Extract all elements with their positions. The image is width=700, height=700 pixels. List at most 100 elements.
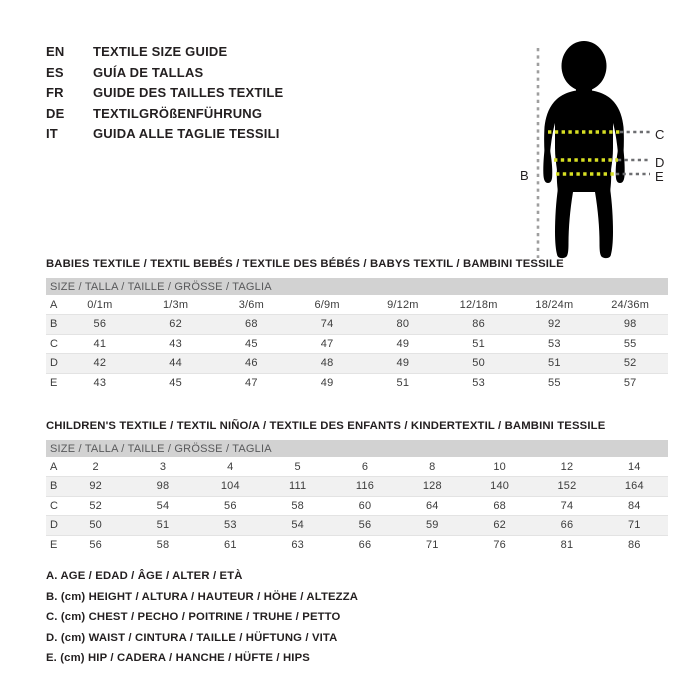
size-value-cell: 98 — [129, 476, 197, 497]
size-value-cell: 92 — [516, 314, 593, 335]
size-value-cell: 48 — [289, 353, 365, 374]
language-title: GUIDE DES TAILLES TEXTILE — [93, 85, 284, 100]
language-title-block: EN TEXTILE SIZE GUIDE ES GUÍA DE TALLAS FR GU… — [46, 44, 376, 147]
table-row: D 50 51 53 54 56 59 62 66 71 — [46, 515, 668, 536]
row-key-cell: A — [50, 460, 58, 473]
size-value-cell: 50 — [62, 515, 130, 536]
size-value-cell: 49 — [365, 353, 441, 374]
language-code: EN — [46, 44, 65, 59]
babies-header-label: SIZE / TALLA / TAILLE / GRÖSSE / TAGLIA — [46, 278, 669, 295]
size-value-cell: 3 — [159, 460, 167, 473]
language-row: DE TEXTILGRÖßENFÜHRUNG — [46, 106, 376, 127]
size-value-cell: 45 — [169, 377, 182, 389]
table-row: A 2 3 4 5 6 8 10 12 14 — [46, 457, 668, 477]
size-value-cell: 0/1m — [87, 298, 113, 311]
measure-label-b: B — [520, 168, 529, 183]
row-key-cell: C — [50, 337, 59, 350]
row-key-cell: C — [50, 499, 59, 512]
size-value-cell: 56 — [224, 499, 237, 512]
size-value-cell: 140 — [465, 476, 534, 497]
size-value-cell: 59 — [398, 515, 466, 536]
size-value-cell: 43 — [169, 337, 182, 350]
size-value-cell: 60 — [358, 499, 372, 512]
size-value-cell: 52 — [89, 499, 102, 512]
size-value-cell: 128 — [398, 476, 466, 497]
size-value-cell: 63 — [291, 539, 304, 551]
size-value-cell: 10 — [493, 460, 506, 473]
size-value-cell: 51 — [472, 337, 485, 350]
size-value-cell: 51 — [129, 515, 197, 536]
size-value-cell: 81 — [560, 539, 574, 551]
language-row: FR GUIDE DES TAILLES TEXTILE — [46, 85, 376, 106]
row-key-cell: B — [46, 314, 62, 335]
measure-label-e: E — [655, 169, 664, 184]
size-value-cell: 1/3m — [162, 298, 189, 311]
table-row: B 92 98 104 111 116 128 140 152 164 — [46, 476, 668, 497]
language-title: TEXTILE SIZE GUIDE — [93, 44, 228, 59]
size-value-cell: 86 — [440, 314, 517, 335]
size-value-cell: 2 — [92, 460, 99, 473]
table-row: E 43 45 47 49 51 53 55 57 — [46, 373, 668, 393]
table-row: E 56 58 61 63 66 71 76 81 86 — [46, 535, 668, 555]
size-value-cell: 56 — [89, 539, 102, 551]
row-key-cell: D — [46, 515, 62, 536]
legend-row: B. (cm) HEIGHT / ALTURA / HAUTEUR / HÖHE… — [46, 590, 359, 603]
size-value-cell: 53 — [548, 337, 561, 350]
size-value-cell: 51 — [516, 353, 593, 374]
size-value-cell: 12/18m — [459, 298, 498, 311]
size-value-cell: 66 — [533, 515, 601, 536]
language-title: GUIDA ALLE TAGLIE TESSILI — [93, 126, 280, 141]
size-value-cell: 55 — [623, 337, 637, 350]
size-value-cell: 64 — [425, 499, 439, 512]
measure-label-c: C — [655, 127, 665, 142]
table-row: D 42 44 46 48 49 50 51 52 — [46, 353, 669, 374]
size-value-cell: 47 — [320, 337, 334, 350]
row-key-cell: E — [50, 539, 58, 551]
children-textile-section: CHILDREN'S TEXTILE / TEXTIL NIÑO/A / TEX… — [46, 420, 668, 555]
size-value-cell: 80 — [365, 314, 441, 335]
child-silhouette-shape — [543, 41, 625, 259]
language-row: ES GUÍA DE TALLAS — [46, 65, 376, 86]
size-value-cell: 6/9m — [314, 298, 340, 311]
children-table-header: SIZE / TALLA / TAILLE / GRÖSSE / TAGLIA — [46, 440, 668, 457]
size-value-cell: 43 — [93, 377, 107, 389]
size-value-cell: 74 — [289, 314, 365, 335]
legend-row: E. (cm) HIP / CADERA / HANCHE / HÜFTE / … — [46, 652, 310, 664]
language-code: FR — [46, 85, 64, 100]
size-value-cell: 53 — [196, 515, 264, 536]
children-header-label: SIZE / TALLA / TAILLE / GRÖSSE / TAGLIA — [46, 440, 668, 457]
size-value-cell: 74 — [560, 499, 574, 512]
measurement-legend: A. AGE / EDAD / ÂGE / ALTER / ETÀ B. (cm)… — [46, 570, 466, 673]
size-value-cell: 50 — [440, 353, 517, 374]
size-value-cell: 54 — [156, 499, 170, 512]
babies-header-band: SIZE / TALLA / TAILLE / GRÖSSE / TAGLIA — [46, 278, 669, 295]
size-value-cell: 152 — [533, 476, 601, 497]
language-title: GUÍA DE TALLAS — [93, 64, 204, 80]
size-value-cell: 56 — [62, 314, 138, 335]
size-value-cell: 61 — [224, 539, 237, 551]
size-value-cell: 111 — [263, 476, 332, 497]
size-value-cell: 68 — [213, 314, 290, 335]
size-value-cell: 56 — [331, 515, 399, 536]
size-value-cell: 58 — [291, 499, 304, 512]
size-value-cell: 42 — [62, 353, 138, 374]
size-value-cell: 68 — [493, 499, 506, 512]
language-code: DE — [46, 105, 65, 121]
size-value-cell: 62 — [465, 515, 534, 536]
table-row: B 56 62 68 74 80 86 92 98 — [46, 314, 669, 335]
size-value-cell: 76 — [493, 539, 506, 551]
children-size-table: SIZE / TALLA / TAILLE / GRÖSSE / TAGLIA … — [46, 440, 668, 555]
size-value-cell: 58 — [156, 539, 170, 551]
table-row: C 41 43 45 47 49 51 53 55 — [46, 334, 668, 354]
legend-row: A. AGE / EDAD / ÂGE / ALTER / ETÀ — [46, 570, 243, 582]
size-value-cell: 116 — [331, 476, 399, 497]
row-key-cell: B — [46, 476, 62, 497]
size-value-cell: 6 — [361, 460, 369, 473]
size-value-cell: 3/6m — [238, 298, 264, 311]
size-value-cell: 51 — [396, 377, 410, 389]
size-value-cell: 66 — [358, 539, 372, 551]
size-value-cell: 84 — [627, 499, 641, 512]
babies-table-caption: BABIES TEXTILE / TEXTIL BEBÉS / TEXTILE … — [46, 258, 564, 270]
measure-label-d: D — [655, 155, 665, 170]
size-value-cell: 55 — [548, 377, 561, 389]
